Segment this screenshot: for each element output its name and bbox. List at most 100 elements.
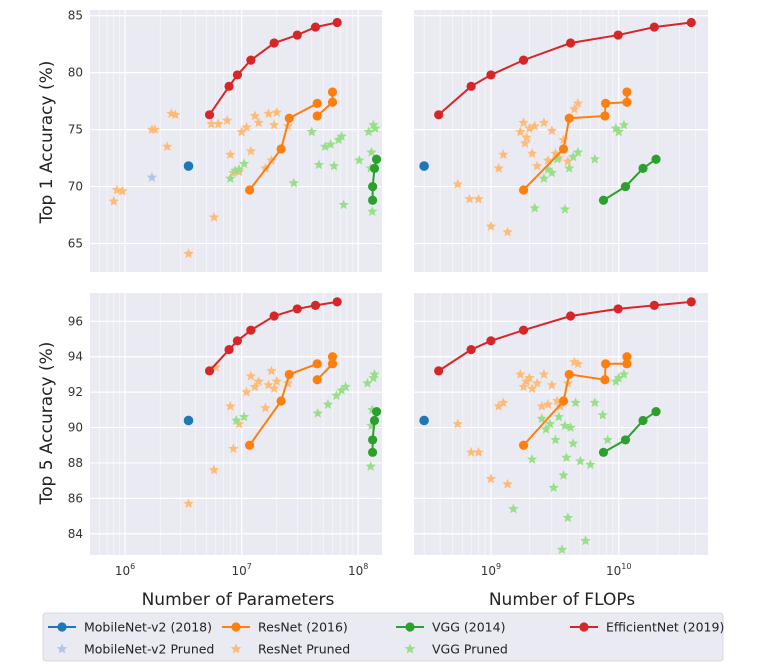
legend-star-marker [56, 643, 68, 654]
star-point [538, 173, 550, 183]
data-point [284, 113, 294, 123]
data-point [434, 110, 444, 120]
series-mobilenet_pruned-stars [146, 172, 158, 182]
star-point [225, 400, 236, 411]
data-point [518, 440, 529, 450]
data-point [327, 97, 338, 107]
star-point [249, 381, 261, 392]
star-point [271, 107, 282, 117]
star-point [263, 108, 274, 119]
star-point [553, 411, 564, 422]
legend-item-resnet: ResNet (2016) [222, 620, 348, 635]
star-point [245, 145, 257, 156]
series-vgg_pruned-stars [529, 119, 630, 214]
star-point [518, 117, 529, 128]
star-point [538, 369, 550, 379]
star-point [536, 413, 547, 424]
data-point [183, 161, 194, 171]
data-point [620, 435, 631, 445]
star-point [363, 126, 374, 137]
data-point [276, 144, 286, 154]
star-point [245, 370, 257, 381]
star-point [515, 369, 526, 379]
data-point [246, 325, 256, 335]
star-point [340, 381, 351, 392]
data-point [558, 396, 569, 406]
series-vgg_pruned-stars [225, 119, 381, 216]
data-point [419, 415, 429, 426]
minor-grid [423, 10, 696, 272]
star-point [529, 202, 540, 213]
star-point [365, 461, 376, 471]
x-axis-label-params: Number of Parameters [142, 590, 335, 610]
series-resnet_pruned-stars [183, 361, 294, 509]
y-axis-label-top5: Top 5 Accuracy (%) [37, 342, 57, 506]
star-point [362, 377, 373, 388]
data-point [204, 366, 215, 376]
series-vgg-line [368, 154, 382, 205]
data-point [622, 352, 632, 362]
minor-grid [98, 293, 354, 555]
series-layer [183, 297, 382, 509]
star-point [269, 383, 280, 393]
data-point [486, 70, 496, 80]
star-point [568, 151, 579, 162]
star-point [493, 162, 504, 173]
data-point [598, 447, 609, 457]
star-point [485, 473, 497, 484]
legend-label: EfficientNet (2019) [606, 620, 724, 635]
star-point [306, 126, 317, 137]
data-point [601, 359, 611, 369]
series-resnet-line [312, 352, 338, 385]
data-point [368, 195, 378, 205]
data-point [327, 87, 338, 97]
star-point [208, 211, 220, 222]
star-point [253, 117, 264, 128]
star-point [546, 167, 558, 178]
y-tick-label: 86 [68, 491, 83, 505]
data-point [564, 113, 574, 123]
data-point [312, 375, 322, 385]
star-point [464, 193, 475, 204]
star-point [548, 482, 559, 493]
x-tick-label: 107 [231, 562, 251, 578]
star-point [572, 98, 584, 108]
series-resnet-line [312, 87, 338, 121]
star-point [221, 115, 233, 125]
series-layer [419, 17, 696, 237]
plot-background [414, 10, 708, 272]
y-tick-label: 92 [68, 385, 83, 399]
star-point [538, 117, 550, 128]
star-point [146, 172, 158, 182]
data-point [269, 311, 279, 321]
data-point [649, 22, 659, 32]
panel-top5-params: 84 86 88 90 92 94 96 106 107 108 [68, 293, 382, 578]
star-point [526, 148, 538, 158]
star-point [498, 149, 509, 160]
star-point [225, 149, 236, 160]
data-point [312, 98, 322, 109]
legend-label: ResNet Pruned [258, 642, 350, 657]
star-point [233, 164, 245, 174]
star-point [546, 379, 558, 390]
star-point [452, 178, 463, 189]
data-point [613, 304, 623, 314]
star-point [260, 402, 271, 413]
data-point [232, 336, 243, 346]
data-point [518, 185, 529, 195]
star-point [336, 131, 347, 141]
data-point [368, 447, 378, 457]
data-point [244, 185, 255, 195]
data-point [613, 30, 623, 40]
star-point [569, 103, 580, 114]
star-point [618, 119, 630, 130]
star-point [452, 418, 463, 429]
star-point [336, 384, 347, 395]
panel-top1-flops [414, 10, 708, 272]
x-tick-label: 109 [481, 562, 501, 578]
star-point [536, 400, 547, 411]
x-tick-label: 1010 [606, 562, 631, 578]
star-point [613, 126, 624, 137]
series-vgg-line [598, 154, 661, 205]
legend-marker [579, 622, 589, 632]
